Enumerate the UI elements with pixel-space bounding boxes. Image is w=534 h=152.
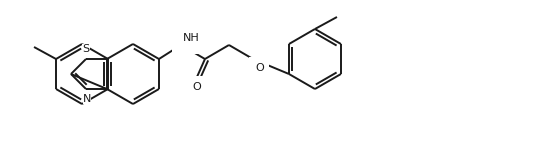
Text: N: N xyxy=(83,94,91,104)
Text: NH: NH xyxy=(183,33,200,43)
Text: O: O xyxy=(193,82,201,92)
Text: S: S xyxy=(82,44,90,54)
Text: O: O xyxy=(255,63,264,73)
